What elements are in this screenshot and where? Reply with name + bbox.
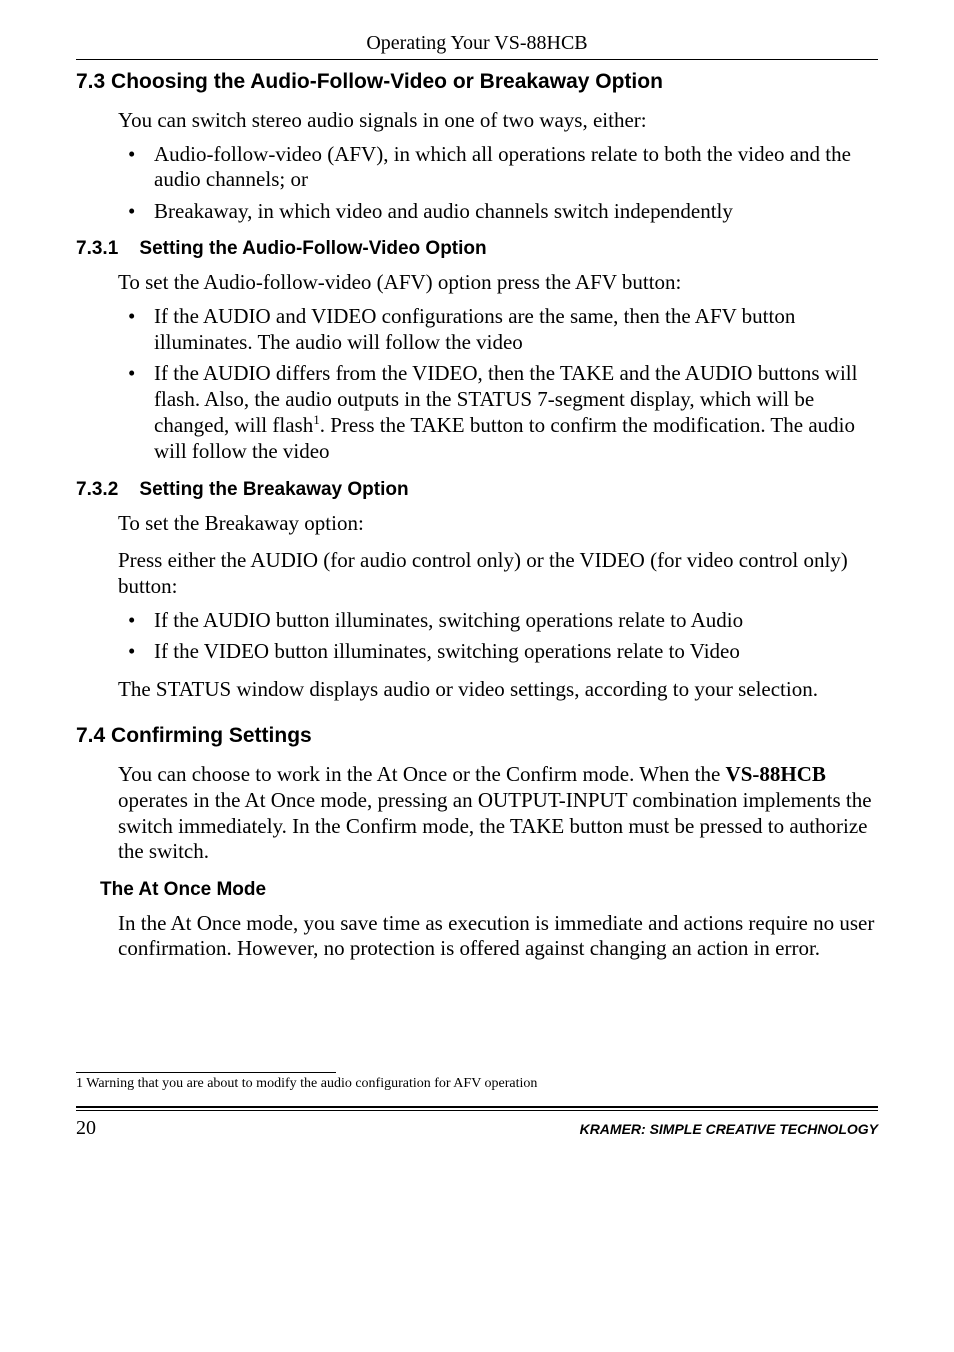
bullet-text: If the AUDIO and VIDEO configurations ar… (154, 304, 795, 354)
bullet-list: • Audio-follow-video (AFV), in which all … (118, 142, 878, 225)
list-item: • If the VIDEO button illuminates, switch… (118, 639, 878, 665)
list-item: • If the AUDIO differs from the VIDEO, th… (118, 361, 878, 464)
bullet-list: • If the AUDIO button illuminates, switch… (118, 608, 878, 665)
heading-7-3-2: 7.3.2 Setting the Breakaway Option (76, 479, 878, 501)
para: The STATUS window displays audio or vide… (118, 677, 878, 703)
heading-num: 7.3.1 (76, 238, 118, 259)
para: To set the Audio-follow-video (AFV) opti… (118, 270, 878, 296)
footer-rule-thick (76, 1106, 878, 1108)
footer-rule-thin (76, 1110, 878, 1111)
heading-num: 7.3 (76, 70, 105, 93)
footnote-rule (76, 1072, 336, 1073)
footnote: 1 Warning that you are about to modify t… (76, 1076, 878, 1092)
heading-num: 7.3.2 (76, 479, 118, 500)
heading-7-3: 7.3 Choosing the Audio-Follow-Video or B… (76, 70, 878, 94)
list-item: • If the AUDIO button illuminates, switch… (118, 608, 878, 634)
bullet-icon: • (128, 142, 135, 168)
bullet-text: If the AUDIO button illuminates, switchi… (154, 608, 743, 632)
bullet-icon: • (128, 199, 135, 225)
para: In the At Once mode, you save time as ex… (118, 911, 878, 962)
heading-title: Confirming Settings (111, 724, 312, 747)
heading-title: Choosing the Audio-Follow-Video or Break… (111, 70, 663, 93)
bullet-list: • If the AUDIO and VIDEO configurations a… (118, 304, 878, 465)
heading-title: Setting the Breakaway Option (139, 479, 408, 500)
header-rule (76, 59, 878, 60)
footer: 20 KRAMER: SIMPLE CREATIVE TECHNOLOGY (76, 1117, 878, 1140)
list-item: • Audio-follow-video (AFV), in which all … (118, 142, 878, 193)
bullet-text: If the AUDIO differs from the VIDEO, the… (154, 361, 857, 463)
bullet-icon: • (128, 361, 135, 387)
para: You can switch stereo audio signals in o… (118, 108, 878, 134)
heading-num: 7.4 (76, 724, 105, 747)
bullet-text: If the VIDEO button illuminates, switchi… (154, 639, 740, 663)
bullet-icon: • (128, 304, 135, 330)
bold-model: VS-88HCB (726, 762, 826, 786)
heading-title: Setting the Audio-Follow-Video Option (139, 238, 486, 259)
list-item: • Breakaway, in which video and audio cha… (118, 199, 878, 225)
footer-brand: KRAMER: SIMPLE CREATIVE TECHNOLOGY (580, 1121, 878, 1137)
bullet-icon: • (128, 639, 135, 665)
para: You can choose to work in the At Once or… (118, 762, 878, 864)
bullet-text: Breakaway, in which video and audio chan… (154, 199, 733, 223)
page-number: 20 (76, 1117, 96, 1140)
para: Press either the AUDIO (for audio contro… (118, 548, 878, 599)
list-item: • If the AUDIO and VIDEO configurations a… (118, 304, 878, 355)
para: To set the Breakaway option: (118, 511, 878, 537)
bullet-icon: • (128, 608, 135, 634)
heading-7-4: 7.4 Confirming Settings (76, 724, 878, 748)
heading-7-3-1: 7.3.1 Setting the Audio-Follow-Video Opt… (76, 238, 878, 260)
subheading-at-once: The At Once Mode (100, 879, 878, 901)
bullet-text: Audio-follow-video (AFV), in which all o… (154, 142, 851, 192)
running-head: Operating Your VS-88HCB (76, 32, 878, 55)
